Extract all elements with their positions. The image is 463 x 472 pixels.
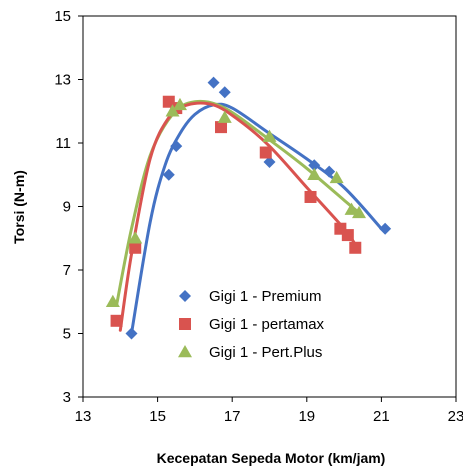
y-tick-label: 13 [54, 72, 71, 89]
x-tick-label: 17 [224, 408, 241, 425]
data-point-series-1 [125, 327, 138, 340]
data-point-series-1 [308, 159, 321, 172]
data-markers [105, 76, 392, 340]
data-point-series-1 [323, 165, 336, 178]
x-axis: 13 15 17 19 21 23 [75, 397, 463, 425]
y-axis: 3 5 7 9 11 13 15 [54, 8, 83, 406]
legend-label-1: Gigi 1 - Premium [209, 288, 322, 305]
data-point-series-3 [262, 129, 277, 142]
data-point-series-2 [129, 241, 142, 254]
data-point-series-1 [162, 168, 175, 181]
y-tick-label: 15 [54, 8, 71, 25]
data-point-series-3 [344, 202, 359, 215]
data-point-series-1 [218, 86, 231, 99]
legend-marker-1 [179, 290, 191, 302]
y-tick-label: 7 [63, 262, 71, 279]
data-point-series-3 [165, 104, 180, 117]
legend-marker-3 [178, 345, 192, 358]
x-tick-label: 15 [149, 408, 166, 425]
x-tick-label: 13 [75, 408, 92, 425]
data-point-series-1 [263, 156, 276, 169]
legend-label-3: Gigi 1 - Pert.Plus [209, 344, 322, 361]
data-point-series-3 [329, 170, 344, 184]
data-point-series-2 [349, 241, 362, 254]
y-tick-label: 9 [63, 199, 71, 216]
data-point-series-3 [307, 167, 322, 180]
data-point-series-2 [304, 190, 317, 203]
y-axis-title: Torsi (N-m) [11, 170, 27, 244]
y-tick-label: 11 [55, 135, 71, 152]
data-point-series-3 [105, 294, 120, 307]
data-point-series-3 [172, 97, 187, 111]
data-point-series-1 [170, 140, 183, 153]
x-tick-label: 23 [448, 408, 463, 425]
legend: Gigi 1 - Premium Gigi 1 - pertamax Gigi 1 … [178, 288, 325, 361]
data-point-series-2 [215, 121, 228, 134]
data-point-series-2 [341, 229, 354, 242]
legend-label-2: Gigi 1 - pertamax [209, 316, 325, 333]
y-tick-label: 3 [63, 389, 71, 406]
trend-line-3 [115, 99, 361, 307]
data-point-series-1 [207, 76, 220, 89]
data-point-series-2 [259, 146, 272, 159]
x-axis-title: Kecepatan Sepeda Motor (km/jam) [157, 450, 386, 466]
y-tick-label: 5 [63, 326, 71, 343]
data-point-series-3 [217, 110, 232, 123]
data-point-series-3 [128, 231, 143, 244]
data-point-series-3 [352, 205, 367, 219]
legend-marker-2 [179, 318, 191, 330]
data-point-series-2 [110, 314, 123, 327]
x-tick-label: 19 [298, 408, 315, 425]
x-tick-label: 21 [373, 408, 390, 425]
data-point-series-1 [379, 222, 392, 235]
